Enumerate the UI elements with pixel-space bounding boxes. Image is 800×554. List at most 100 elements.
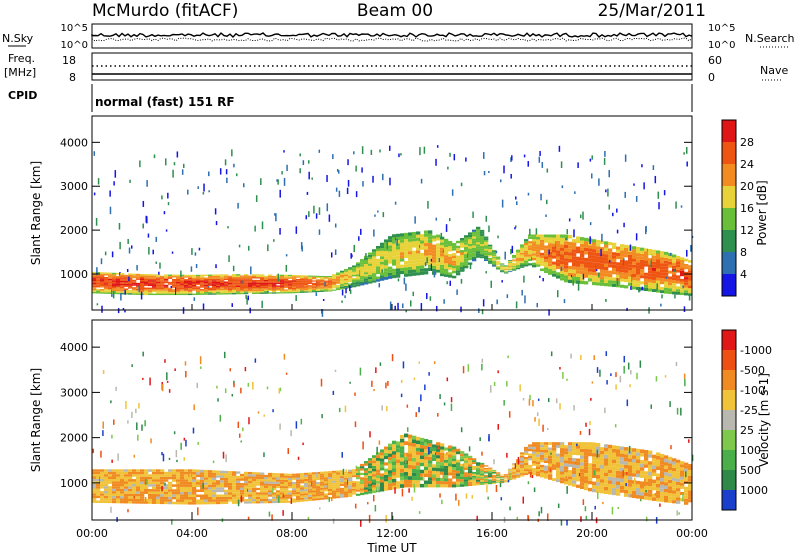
echo-cell: [376, 472, 381, 476]
echo-cell: [652, 255, 657, 259]
echo-cell: [280, 479, 285, 482]
echo-cell: [324, 479, 329, 482]
echo-speck: [373, 495, 375, 502]
echo-cell: [572, 467, 577, 471]
echo-cell: [228, 281, 233, 283]
echo-cell: [560, 453, 565, 457]
echo-cell: [108, 287, 113, 290]
echo-cell: [448, 460, 453, 464]
echo-speck: [597, 492, 599, 500]
echo-cell: [416, 231, 421, 235]
echo-cell: [104, 286, 109, 288]
echo-cell: [596, 252, 601, 257]
echo-speck: [622, 470, 624, 477]
echo-cell: [592, 262, 597, 266]
echo-cell: [108, 284, 113, 287]
echo-cell: [244, 489, 249, 493]
echo-cell: [160, 289, 165, 291]
echo-speck: [615, 372, 617, 377]
echo-cell: [416, 253, 421, 257]
echo-cell: [208, 278, 213, 281]
echo-cell: [132, 479, 137, 482]
echo-cell: [208, 280, 213, 282]
echo-speck: [663, 190, 666, 196]
echo-speck: [463, 265, 465, 272]
echo-speck: [574, 191, 576, 194]
echo-cell: [240, 284, 245, 286]
echo-cell: [404, 441, 409, 446]
echo-cell: [380, 482, 385, 486]
echo-cell: [532, 456, 537, 459]
echo-cell: [512, 257, 517, 259]
echo-cell: [200, 489, 205, 493]
echo-cell: [492, 475, 497, 477]
echo-cell: [156, 289, 161, 291]
echo-cell: [156, 481, 161, 485]
echo-cell: [396, 448, 401, 453]
echo-cell: [220, 480, 225, 483]
echo-cell: [124, 488, 129, 492]
echo-cell: [584, 459, 589, 463]
echo-cell: [496, 481, 501, 483]
echo-cell: [400, 442, 405, 447]
echo-cell: [208, 276, 213, 278]
echo-cell: [664, 472, 669, 476]
echo-cell: [528, 469, 533, 472]
echo-cell: [244, 285, 249, 287]
echo-cell: [188, 479, 193, 482]
echo-cell: [528, 444, 533, 447]
echo-cell: [132, 484, 137, 487]
echo-cell: [500, 479, 505, 481]
echo-cell: [608, 283, 613, 287]
echo-cell: [628, 261, 633, 265]
echo-cell: [184, 481, 189, 485]
echo-cell: [648, 493, 653, 497]
echo-cell: [92, 493, 97, 496]
echo-cell: [412, 253, 417, 258]
echo-cell: [312, 498, 317, 501]
echo-cell: [216, 283, 221, 285]
colorbar-tick-label: 8: [740, 246, 747, 259]
echo-cell: [400, 480, 405, 485]
echo-cell: [228, 496, 233, 500]
echo-cell: [412, 446, 417, 451]
echo-cell: [140, 493, 145, 497]
echo-cell: [608, 273, 613, 278]
echo-cell: [176, 274, 181, 277]
echo-cell: [120, 500, 125, 504]
echo-cell: [344, 281, 349, 284]
echo-cell: [108, 289, 113, 291]
echo-cell: [284, 475, 289, 478]
echo-cell: [500, 263, 505, 265]
echo-cell: [404, 273, 409, 277]
echo-cell: [380, 250, 385, 254]
echo-cell: [548, 237, 553, 241]
echo-speck: [242, 427, 244, 432]
echo-cell: [684, 486, 689, 490]
echo-cell: [512, 464, 517, 466]
echo-speck: [394, 305, 396, 311]
echo-cell: [436, 260, 441, 264]
echo-speck: [523, 275, 525, 283]
echo-cell: [616, 274, 621, 278]
echo-cell: [332, 274, 337, 276]
echo-cell: [536, 459, 541, 462]
echo-cell: [364, 264, 369, 267]
echo-cell: [388, 460, 393, 464]
echo-cell: [140, 484, 145, 487]
echo-speck: [189, 473, 191, 478]
echo-cell: [452, 484, 457, 488]
echo-speck: [615, 384, 617, 390]
echo-cell: [200, 280, 205, 282]
echo-speck: [331, 497, 333, 502]
echo-cell: [448, 272, 453, 275]
colorbar-segment: [722, 252, 736, 274]
echo-cell: [104, 500, 109, 504]
echo-cell: [352, 473, 357, 476]
echo-speck: [332, 390, 335, 395]
echo-cell: [248, 483, 253, 486]
echo-cell: [500, 268, 505, 270]
echo-cell: [180, 484, 185, 487]
echo-cell: [104, 287, 109, 290]
echo-cell: [376, 258, 381, 262]
